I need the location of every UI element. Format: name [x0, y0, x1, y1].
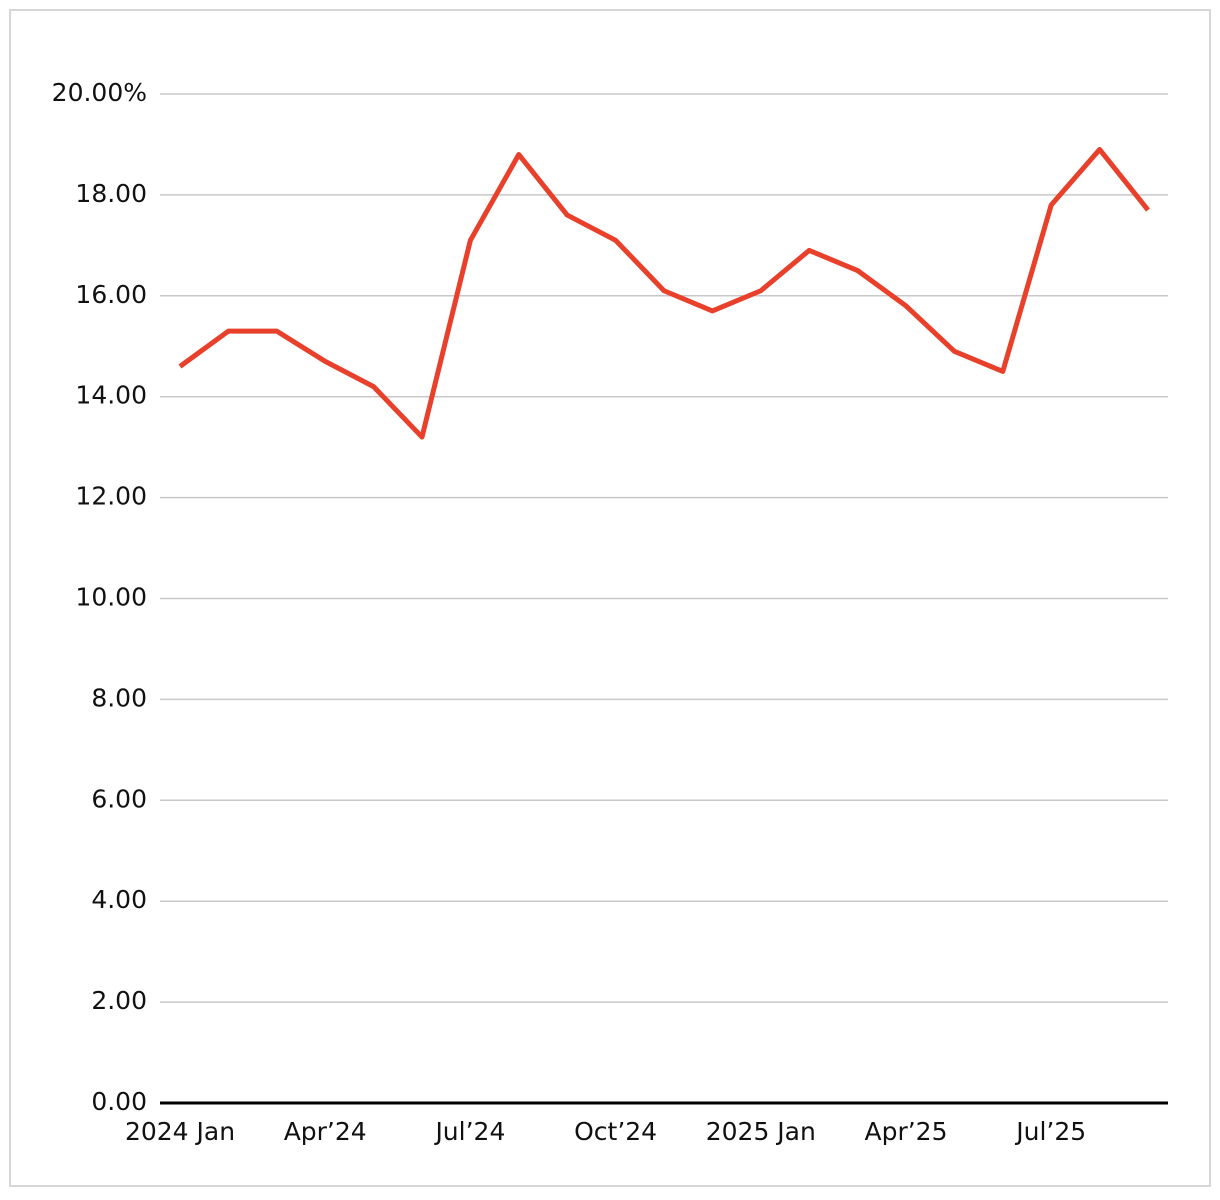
x-tick-label: Apr’25	[864, 1117, 947, 1146]
x-tick-label: Jul’25	[1014, 1117, 1086, 1146]
y-tick-label: 4.00	[91, 885, 147, 914]
y-tick-label: 16.00	[75, 280, 147, 309]
x-tick-label: Apr’24	[284, 1117, 367, 1146]
x-tick-label: Oct’24	[574, 1117, 657, 1146]
y-tick-label: 12.00	[75, 482, 147, 511]
x-tick-label: 2024 Jan	[125, 1117, 235, 1146]
y-tick-label: 20.00%	[52, 78, 147, 107]
y-tick-label: 2.00	[91, 986, 147, 1015]
y-tick-label: 18.00	[75, 179, 147, 208]
y-tick-label: 8.00	[91, 683, 147, 712]
x-tick-label: 2025 Jan	[706, 1117, 816, 1146]
y-tick-label: 14.00	[75, 381, 147, 410]
y-tick-label: 0.00	[91, 1087, 147, 1116]
x-tick-label: Jul’24	[433, 1117, 505, 1146]
y-tick-label: 10.00	[75, 583, 147, 612]
data-line	[178, 146, 1150, 440]
y-tick-label: 6.00	[91, 784, 147, 813]
